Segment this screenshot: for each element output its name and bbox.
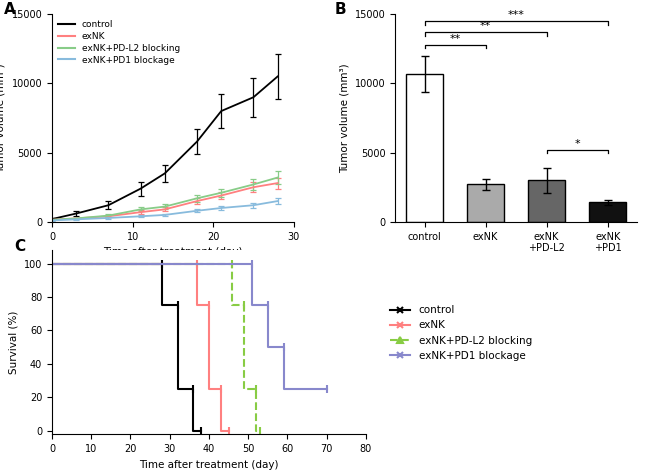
Legend: control, exNK, exNK+PD-L2 blocking, exNK+PD1 blockage: control, exNK, exNK+PD-L2 blocking, exNK…: [385, 301, 536, 365]
Text: A: A: [4, 2, 16, 17]
X-axis label: Time after treatment (day): Time after treatment (day): [103, 247, 242, 257]
Text: ***: ***: [508, 10, 525, 20]
Y-axis label: Tumor volume (mm³): Tumor volume (mm³): [339, 63, 349, 173]
Text: *: *: [575, 139, 580, 149]
Text: **: **: [480, 21, 491, 31]
Y-axis label: Tumor volume (mm³): Tumor volume (mm³): [0, 63, 6, 173]
Text: B: B: [335, 2, 346, 17]
Text: **: **: [449, 34, 461, 43]
Bar: [590, 202, 626, 222]
Bar: [528, 180, 565, 222]
X-axis label: Time after treatment (day): Time after treatment (day): [139, 460, 279, 470]
Legend: control, exNK, exNK+PD-L2 blocking, exNK+PD1 blockage: control, exNK, exNK+PD-L2 blocking, exNK…: [57, 19, 182, 67]
Bar: [406, 74, 443, 222]
Bar: [467, 185, 504, 222]
Y-axis label: Survival (%): Survival (%): [8, 311, 18, 374]
Text: C: C: [14, 239, 25, 254]
